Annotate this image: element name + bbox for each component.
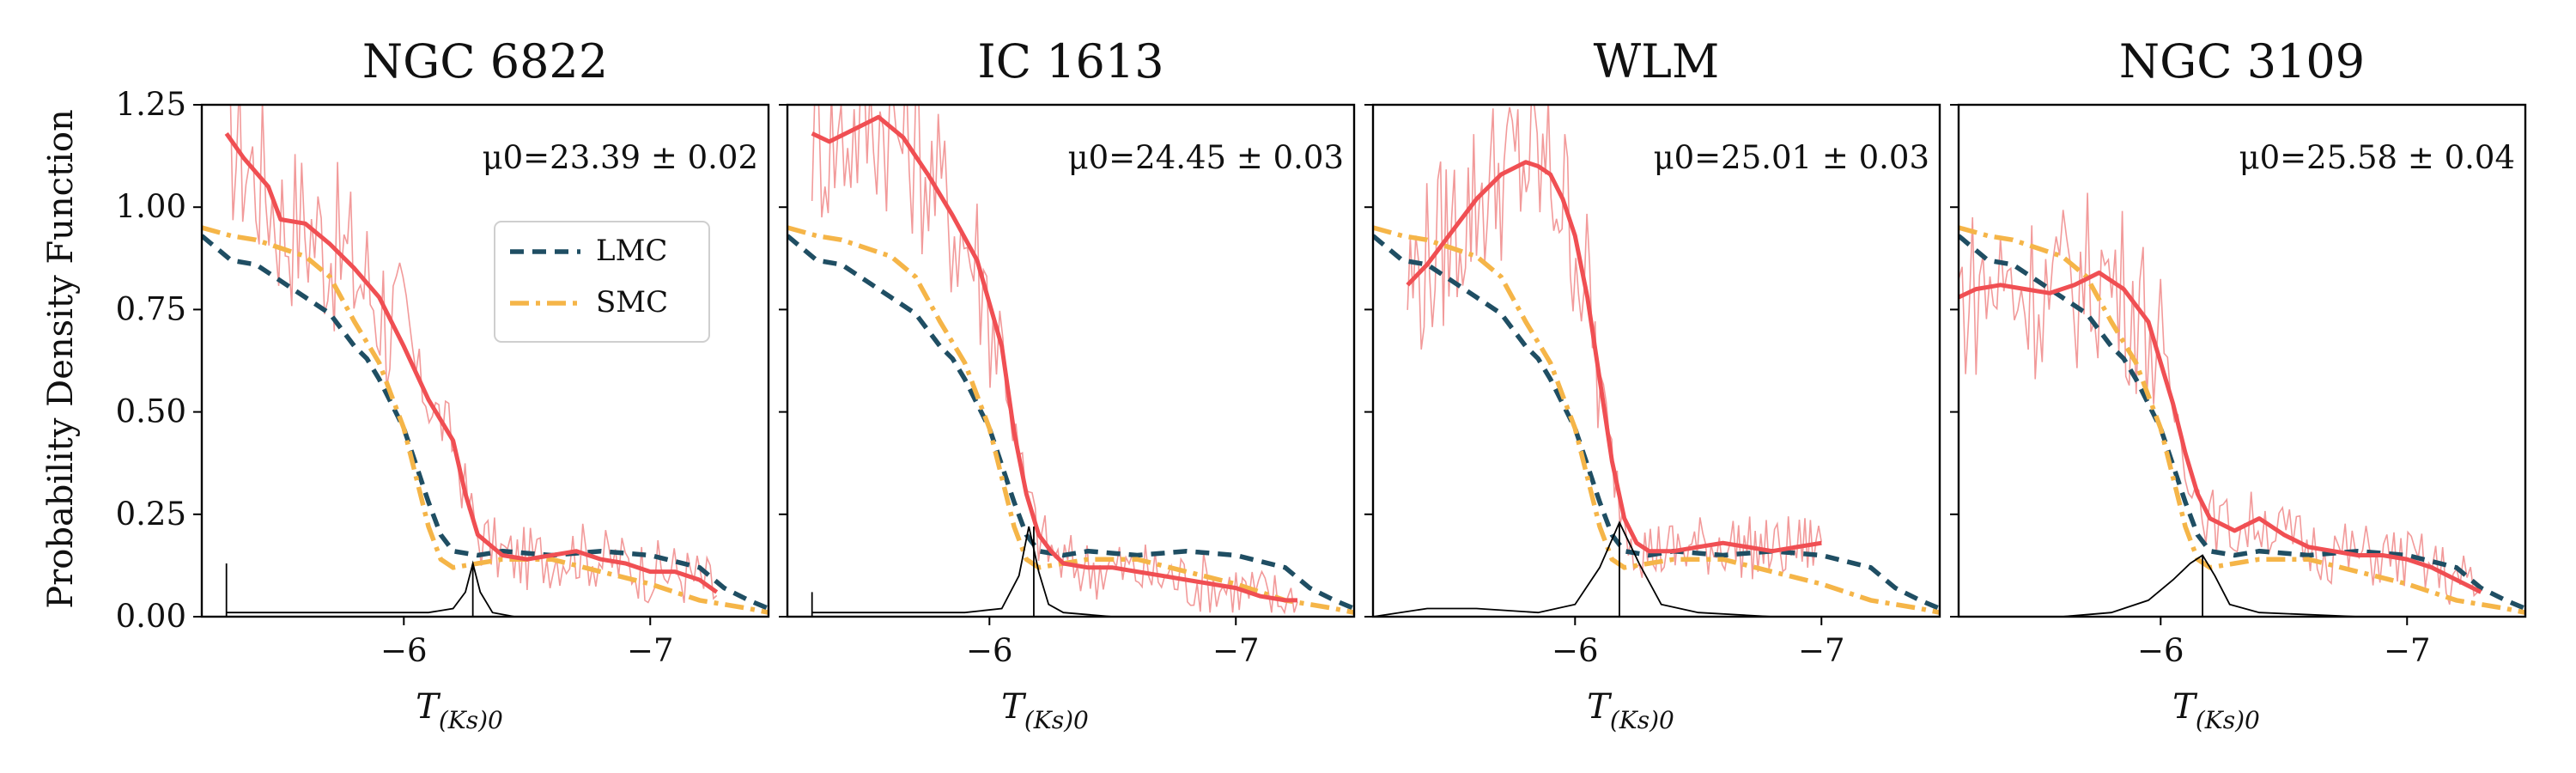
distance-modulus-annotation: μ0=24.45 ± 0.03 xyxy=(1068,139,1344,176)
panel-title: NGC 6822 xyxy=(362,34,608,88)
panel-4: NGC 3109 μ0=25.58 ± 0.04 −6 −7 T(Ks)0 xyxy=(1950,34,2527,734)
raw-histogram-line xyxy=(1406,105,1823,580)
y-tick-label: 0.75 xyxy=(116,290,186,327)
kde-series-line xyxy=(811,114,1297,603)
raw-histogram-line xyxy=(1959,192,2482,606)
plot-area xyxy=(1959,192,2525,617)
x-tick-label: −7 xyxy=(1798,632,1845,669)
x-tick-label: −6 xyxy=(380,632,428,669)
peak-curve xyxy=(811,526,1297,617)
x-axis-label: T(Ks)0 xyxy=(1587,687,1674,734)
peak-curve xyxy=(226,560,717,617)
distance-modulus-annotation: μ0=23.39 ± 0.02 xyxy=(483,139,758,176)
y-tick-label: 1.25 xyxy=(116,86,186,123)
panel-1: NGC 6822 μ0=23.39 ± 0.02 0.00 0.25 0.50 0.75 1… xyxy=(116,34,770,734)
x-tick-label: −6 xyxy=(1552,632,1599,669)
distance-modulus-annotation: μ0=25.58 ± 0.04 xyxy=(2239,139,2515,176)
y-tick-label: 0.50 xyxy=(116,393,186,430)
panel-3: WLM μ0=25.01 ± 0.03 −6 −7 T(Ks)0 xyxy=(1364,34,1941,734)
lmc-series-line xyxy=(787,234,1354,612)
axes-frame xyxy=(1957,103,2527,618)
x-tick-label: −7 xyxy=(1212,632,1260,669)
axes-frame xyxy=(200,103,770,618)
kde-series-line xyxy=(224,131,719,594)
y-tick-label: 0.25 xyxy=(116,496,186,533)
axes-frame xyxy=(786,103,1356,618)
y-tick-label: 0.00 xyxy=(116,598,186,635)
y-axis-label: Probability Density Function xyxy=(41,109,81,609)
x-axis-label: T(Ks)0 xyxy=(1001,687,1089,734)
lmc-series-line xyxy=(1373,234,1940,612)
legend-label: LMC xyxy=(596,234,667,268)
x-tick-label: −6 xyxy=(2137,632,2184,669)
kde-series-line xyxy=(1406,160,1822,554)
legend: LMC SMC xyxy=(494,221,710,343)
x-axis-label: T(Ks)0 xyxy=(416,687,503,734)
x-tick-label: −6 xyxy=(966,632,1013,669)
peak-curve xyxy=(1959,554,2482,617)
panel-title: WLM xyxy=(1594,34,1720,88)
x-tick-label: −7 xyxy=(2384,632,2431,669)
plot-area xyxy=(787,105,1354,617)
x-axis-label: T(Ks)0 xyxy=(2172,687,2260,734)
legend-label: SMC xyxy=(596,285,668,320)
panel-2: IC 1613 μ0=24.45 ± 0.03 −6 −7 T(Ks)0 xyxy=(779,34,1356,734)
y-tick-label: 1.00 xyxy=(116,188,186,225)
lmc-series-line xyxy=(1959,234,2525,612)
x-tick-label: −7 xyxy=(627,632,674,669)
panel-title: NGC 3109 xyxy=(2119,34,2365,88)
plot-area xyxy=(202,105,769,617)
peak-curve xyxy=(1373,520,1822,617)
kde-series-line xyxy=(1959,271,2482,594)
legend-box xyxy=(494,221,710,343)
plot-area xyxy=(1373,105,1940,617)
axes-frame xyxy=(1371,103,1941,618)
panel-title: IC 1613 xyxy=(977,34,1163,88)
distance-modulus-annotation: μ0=25.01 ± 0.03 xyxy=(1654,139,1929,176)
lmc-series-line xyxy=(202,234,769,612)
